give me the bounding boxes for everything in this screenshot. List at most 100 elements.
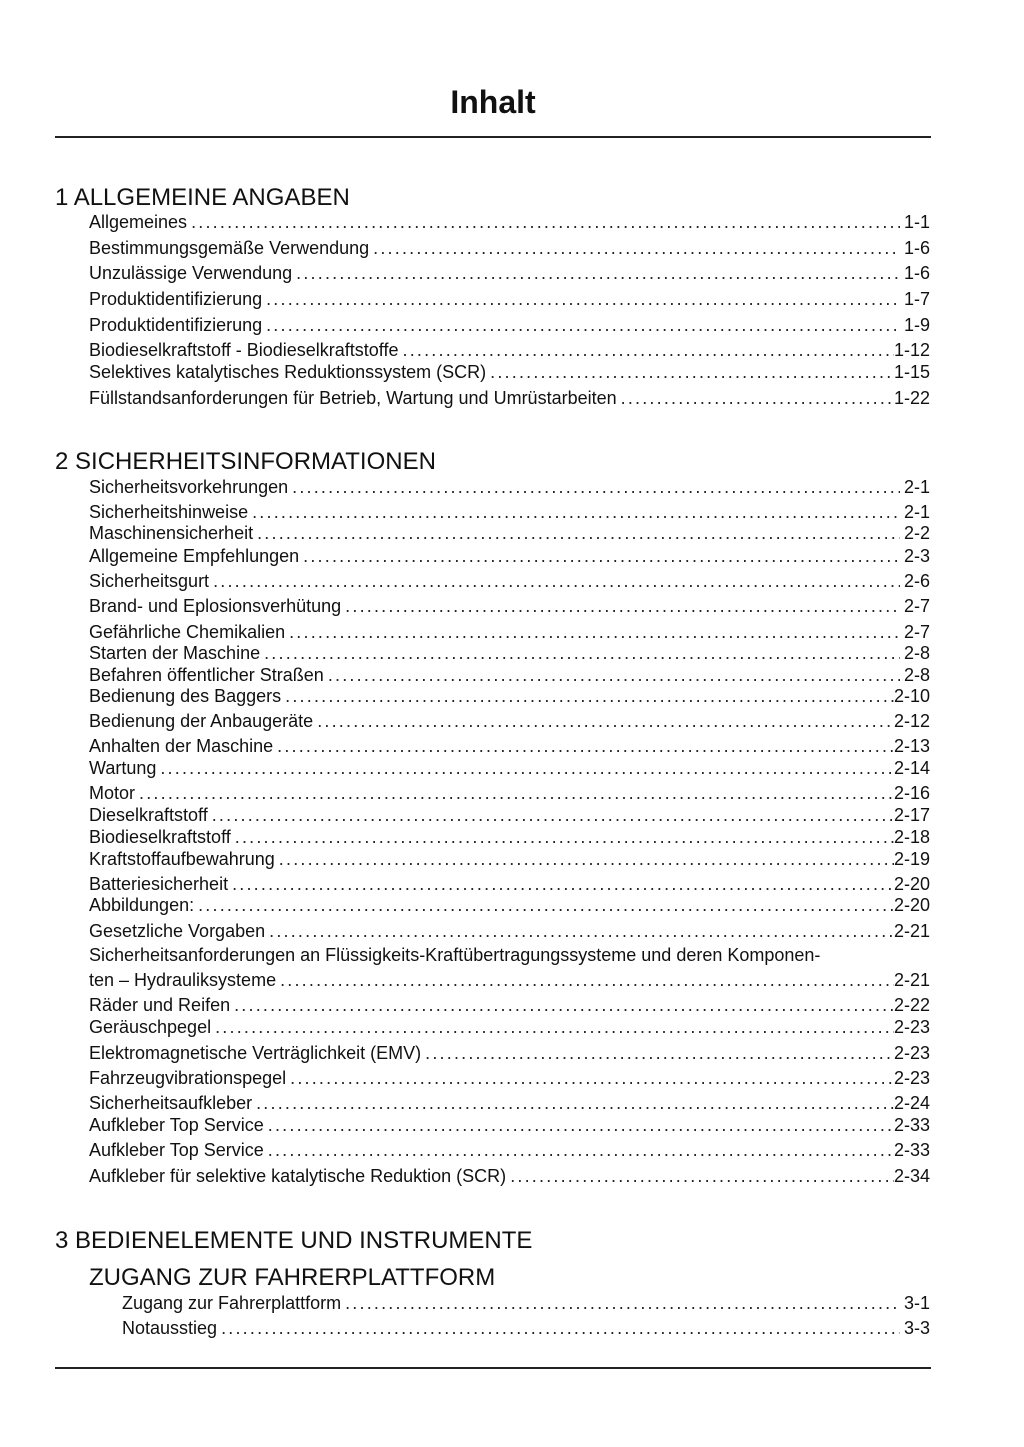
toc-entry[interactable]: Batteriesicherheit......................… — [89, 873, 930, 895]
toc-entry[interactable]: Füllstandsanforderungen für Betrieb, War… — [89, 387, 930, 409]
toc-entry-label: Allgemeines — [89, 212, 188, 232]
section-heading: 3 BEDIENELEMENTE UND INSTRUMENTE — [55, 1227, 533, 1254]
toc-entry-page: 2-14 — [893, 758, 930, 778]
toc-entry[interactable]: Selektives katalytisches Reduktionssyste… — [89, 361, 930, 383]
toc-entry[interactable]: Bedienung des Baggers...................… — [89, 685, 930, 707]
toc-entry[interactable]: Räder und Reifen........................… — [89, 994, 930, 1016]
toc-entry[interactable]: Starten der Maschine....................… — [89, 642, 930, 664]
toc-entry-label: Motor — [89, 783, 136, 803]
toc-entry-page: 2-13 — [893, 736, 930, 756]
toc-entry[interactable]: Kraftstoffaufbewahrung..................… — [89, 848, 930, 870]
toc-entry-page: 2-6 — [903, 571, 930, 591]
toc-entry[interactable]: Sicherheitsvorkehrungen.................… — [89, 476, 930, 498]
toc-entry-page: 1-9 — [903, 315, 930, 335]
dot-leader: ........................................… — [269, 921, 894, 941]
toc-entry[interactable]: Elektromagnetische Verträglichkeit (EMV)… — [89, 1042, 930, 1064]
toc-entry-page: 2-7 — [903, 622, 930, 642]
toc-entry[interactable]: Bedienung der Anbaugeräte...............… — [89, 710, 930, 732]
toc-entry-label: Fahrzeugvibrationspegel — [89, 1068, 287, 1088]
dot-leader: ........................................… — [373, 238, 900, 258]
toc-entry[interactable]: Sicherheitshinweise.....................… — [89, 501, 930, 523]
toc-entry-page: 2-8 — [903, 665, 930, 685]
top-divider — [55, 136, 931, 138]
toc-entry[interactable]: Maschinensicherheit.....................… — [89, 522, 930, 544]
toc-entry-label: Biodieselkraftstoff — [89, 827, 231, 847]
toc-entry[interactable]: Aufkleber Top Service...................… — [89, 1139, 930, 1161]
dot-leader: ........................................… — [160, 758, 894, 778]
toc-entry-label: Sicherheitshinweise — [89, 502, 249, 522]
dot-leader: ........................................… — [277, 736, 894, 756]
toc-entry-page: 2-19 — [893, 849, 930, 869]
dot-leader: ........................................… — [266, 289, 900, 309]
toc-entry[interactable]: Unzulässige Verwendung..................… — [89, 262, 930, 284]
toc-entry[interactable]: Sicherheitsgurt.........................… — [89, 570, 930, 592]
toc-entry-page: 1-6 — [903, 263, 930, 283]
dot-leader: ........................................… — [317, 711, 894, 731]
toc-entry-label: Biodieselkraftstoff - Biodieselkraftstof… — [89, 340, 399, 360]
toc-entry[interactable]: Sicherheitsaufkleber....................… — [89, 1092, 930, 1114]
dot-leader: ........................................… — [345, 1293, 900, 1313]
toc-entry[interactable]: Bestimmungsgemäße Verwendung............… — [89, 237, 930, 259]
toc-entry-page: 1-12 — [893, 340, 930, 360]
page-title: Inhalt — [450, 84, 536, 120]
toc-entry[interactable]: Allgemeines.............................… — [89, 211, 930, 233]
toc-entry[interactable]: Dieselkraftstoff........................… — [89, 804, 930, 826]
toc-entry-page: 2-23 — [893, 1017, 930, 1037]
dot-leader: ........................................… — [510, 1166, 894, 1186]
toc-entry-label: Sicherheitsvorkehrungen — [89, 477, 289, 497]
toc-entry[interactable]: Gefährliche Chemikalien.................… — [89, 621, 930, 643]
toc-entry-page: 2-34 — [893, 1166, 930, 1186]
toc-entry[interactable]: Brand- und Eplosionsverhütung...........… — [89, 595, 930, 617]
toc-entry[interactable]: Notausstieg.............................… — [122, 1317, 930, 1339]
toc-entry-label: Bestimmungsgemäße Verwendung — [89, 238, 370, 258]
bottom-divider — [55, 1367, 931, 1369]
toc-entry-label: Befahren öffentlicher Straßen — [89, 665, 324, 685]
toc-entry[interactable]: Anhalten der Maschine...................… — [89, 735, 930, 757]
toc-entry[interactable]: Biodieselkraftstoff.....................… — [89, 826, 930, 848]
toc-entry[interactable]: Gesetzliche Vorgaben....................… — [89, 920, 930, 942]
toc-entry-label: Batteriesicherheit — [89, 874, 229, 894]
toc-entry-page: 3-3 — [903, 1318, 930, 1338]
dot-leader: ........................................… — [213, 571, 900, 591]
toc-entry-label: Geräuschpegel — [89, 1017, 212, 1037]
section-heading: 2 SICHERHEITSINFORMATIONEN — [55, 448, 436, 475]
toc-entry[interactable]: Befahren öffentlicher Straßen...........… — [89, 664, 930, 686]
dot-leader: ........................................… — [267, 1140, 894, 1160]
toc-entry[interactable]: Motor...................................… — [89, 782, 930, 804]
dot-leader: ........................................… — [345, 596, 900, 616]
section-heading: 1 ALLGEMEINE ANGABEN — [55, 184, 350, 211]
toc-entry[interactable]: Aufkleber Top Service...................… — [89, 1114, 930, 1136]
dot-leader: ........................................… — [402, 340, 894, 360]
toc-entry[interactable]: Wartung.................................… — [89, 757, 930, 779]
dot-leader: ........................................… — [490, 362, 894, 382]
toc-entry-page: 2-24 — [893, 1093, 930, 1113]
dot-leader: ........................................… — [425, 1043, 894, 1063]
toc-entry-label: Aufkleber Top Service — [89, 1140, 264, 1160]
toc-entry[interactable]: Produktidentifizierung..................… — [89, 314, 930, 336]
toc-entry-label: Produktidentifizierung — [89, 289, 263, 309]
toc-entry[interactable]: ten – Hydrauliksysteme..................… — [89, 969, 930, 991]
toc-entry-page: 2-1 — [903, 502, 930, 522]
toc-entry-label: Selektives katalytisches Reduktionssyste… — [89, 362, 487, 382]
dot-leader: ........................................… — [139, 783, 894, 803]
toc-entry[interactable]: Produktidentifizierung..................… — [89, 288, 930, 310]
toc-entry-label-line[interactable]: Sicherheitsanforderungen an Flüssigkeits… — [89, 945, 821, 965]
dot-leader: ........................................… — [256, 1093, 894, 1113]
dot-leader: ........................................… — [296, 263, 900, 283]
toc-entry[interactable]: Biodieselkraftstoff - Biodieselkraftstof… — [89, 339, 930, 361]
toc-entry-page: 1-15 — [893, 362, 930, 382]
toc-entry-label: Gesetzliche Vorgaben — [89, 921, 266, 941]
dot-leader: ........................................… — [290, 1068, 894, 1088]
toc-entry-page: 2-21 — [893, 921, 930, 941]
toc-entry[interactable]: Aufkleber für selektive katalytische Red… — [89, 1165, 930, 1187]
toc-entry[interactable]: Zugang zur Fahrerplattform..............… — [122, 1292, 930, 1314]
toc-entry-page: 2-21 — [893, 970, 930, 990]
toc-entry[interactable]: Fahrzeugvibrationspegel.................… — [89, 1067, 930, 1089]
toc-entry-page: 2-2 — [903, 523, 930, 543]
toc-entry-label: Anhalten der Maschine — [89, 736, 274, 756]
toc-entry[interactable]: Abbildungen:............................… — [89, 894, 930, 916]
toc-entry[interactable]: Geräuschpegel...........................… — [89, 1016, 930, 1038]
dot-leader: ........................................… — [257, 523, 900, 543]
toc-entry[interactable]: Allgemeine Empfehlungen.................… — [89, 545, 930, 567]
toc-entry-label: Füllstandsanforderungen für Betrieb, War… — [89, 388, 617, 408]
